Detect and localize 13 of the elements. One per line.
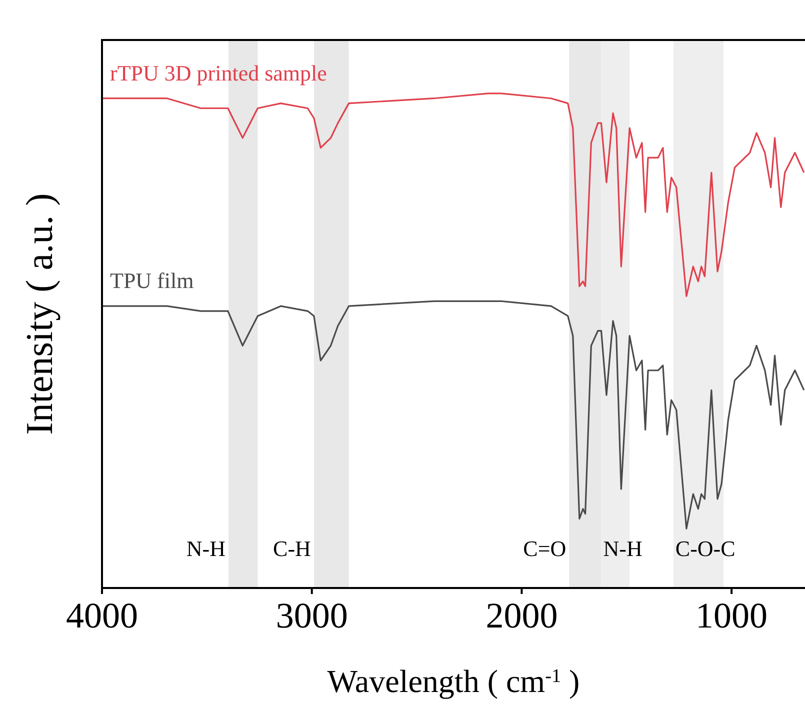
- x-tick-label: 3000: [276, 596, 348, 636]
- x-tick-label: 1000: [696, 596, 768, 636]
- x-axis-title: Wavelength ( cm$^{-1}$ ): [327, 663, 580, 699]
- series-label: TPU film: [110, 268, 194, 294]
- x-tick-label: 4000: [66, 596, 138, 636]
- band-label: N-H: [603, 536, 642, 561]
- band-label: C-H: [273, 536, 312, 561]
- band-label: C-O-C: [675, 536, 736, 561]
- series-label: rTPU 3D printed sample: [110, 60, 327, 86]
- y-axis-title: Intensity ( a.u. ): [19, 193, 61, 435]
- band-label: N-H: [186, 536, 226, 561]
- x-tick-label: 2000: [486, 596, 558, 636]
- band-label: C=O: [523, 536, 566, 561]
